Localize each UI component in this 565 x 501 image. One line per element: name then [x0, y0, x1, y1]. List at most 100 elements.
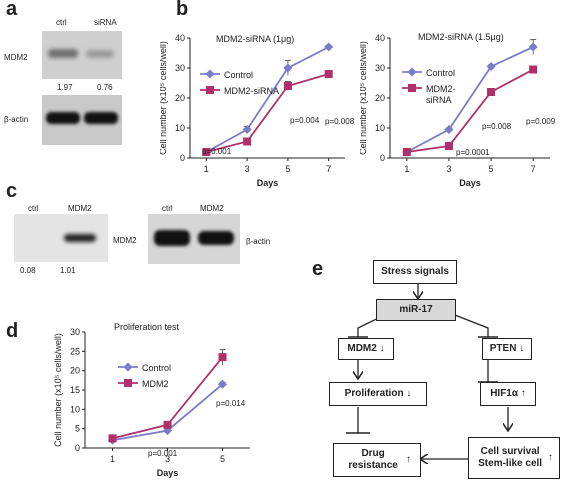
blot-mdm2-c — [14, 214, 108, 262]
y-tick-label: 15 — [70, 385, 80, 395]
value-sirna: 0.76 — [97, 83, 113, 92]
y-tick-label: 5 — [75, 424, 80, 434]
series-line-0 — [406, 46, 534, 153]
chart-title: MDM2-siRNA (1μg) — [216, 34, 294, 44]
legend-label-1: MDM2- — [426, 84, 456, 94]
x-tick-label: 1 — [204, 164, 209, 174]
data-point-1 — [108, 434, 117, 443]
p-value-annotation: p=0.014 — [216, 399, 246, 408]
box-stress-text: Stress signals — [381, 266, 449, 277]
data-point-1 — [283, 82, 292, 90]
y-tick-label: 30 — [70, 327, 80, 337]
y-tick-label: 30 — [375, 63, 385, 73]
blot-mdm2-a — [42, 31, 122, 79]
p-value-annotation: p=0.009 — [526, 117, 556, 126]
y-axis-title: Cell number (x10⁵ cells/well) — [53, 333, 63, 447]
p-value-annotation: p=0.001 — [148, 449, 178, 458]
data-point-1 — [487, 88, 496, 96]
x-tick-label: 1 — [110, 454, 115, 464]
x-tick-label: 3 — [165, 454, 170, 464]
data-point-0 — [242, 125, 252, 134]
chart-d: 0 5 10 15 20 25 30 1 3 5 Days Cell number (x10⁵ cel… — [53, 322, 250, 478]
data-point-1 — [202, 148, 211, 156]
x-tick-label: 3 — [446, 164, 451, 174]
data-point-0 — [528, 42, 538, 52]
blot-actin-c — [148, 214, 240, 264]
x-tick-label: 5 — [489, 164, 494, 174]
legend-marker-0 — [407, 67, 417, 77]
x-tick-label: 1 — [404, 164, 409, 174]
y-tick-label: 10 — [175, 123, 185, 133]
box-mdm2-text: MDM2 — [347, 343, 377, 354]
legend-marker-1 — [206, 86, 214, 94]
y-tick-label: 10 — [70, 404, 80, 414]
series-line-1 — [206, 73, 329, 153]
protein-label-mdm2-c: MDM2 — [113, 236, 137, 245]
box-proliferation: Proliferation ↓ — [329, 382, 427, 406]
value-c-ctrl: 0.08 — [20, 266, 36, 275]
data-point-1 — [218, 353, 227, 362]
protein-label-mdm2: MDM2 — [4, 53, 28, 62]
legend-marker-0 — [123, 362, 133, 372]
data-point-1 — [402, 148, 411, 156]
protein-label-actin-a: β-actin — [4, 115, 29, 124]
x-axis-title: Days — [459, 178, 481, 188]
data-point-1 — [163, 420, 172, 429]
lane-label-sirna: siRNA — [94, 18, 117, 27]
box-mdm2: MDM2 ↓ — [338, 338, 394, 360]
data-point-1 — [529, 65, 538, 74]
box-hif-text: HIF1α — [490, 388, 519, 399]
p-value-annotation: p=0.008 — [325, 117, 355, 126]
arrow-down-icon: ↓ — [379, 343, 385, 354]
y-axis-title: Cell number (x10⁵ cells/well) — [160, 41, 168, 155]
panel-letter-d: d — [6, 320, 19, 342]
arrow-up-icon: ↑ — [547, 452, 553, 463]
box-proliferation-text: Proliferation — [344, 388, 404, 399]
p-value-annotation: p=0.0001 — [456, 148, 490, 157]
box-cell-survival: Cell survival Stem-like cell ↑ — [468, 437, 560, 479]
x-tick-label: 5 — [220, 454, 225, 464]
legend-label-1: siRNA — [426, 95, 452, 105]
panel-letter-b: b — [176, 0, 189, 20]
data-point-0 — [444, 125, 454, 134]
box-mir17-text: miR-17 — [399, 304, 433, 315]
x-tick-label: 5 — [285, 164, 290, 174]
series-line-0 — [205, 46, 330, 153]
legend-marker-1 — [408, 84, 416, 92]
y-tick-label: 30 — [175, 63, 185, 73]
y-tick-label: 20 — [175, 93, 185, 103]
lane-label-c-mdm2: MDM2 — [68, 204, 92, 213]
p-value-annotation: p=0.001 — [202, 147, 232, 156]
x-tick-label: 7 — [531, 164, 536, 174]
box-drug-resistance: Drug resistance ↑ — [333, 443, 421, 477]
legend-label-0: Control — [426, 68, 455, 78]
data-point-0 — [283, 63, 293, 73]
arrow-up-icon: ↑ — [520, 388, 526, 399]
arrow-down-icon: ↓ — [406, 388, 412, 399]
y-tick-label: 40 — [175, 33, 185, 43]
data-point-1 — [324, 70, 333, 78]
legend-label-1: MDM2-siRNA — [224, 86, 279, 96]
y-tick-label: 0 — [75, 443, 80, 453]
panel-letter-a: a — [6, 0, 18, 20]
panel-letter-c: c — [6, 180, 18, 202]
box-pten: PTEN ↓ — [482, 338, 532, 360]
y-tick-label: 10 — [375, 123, 385, 133]
arrow-down-icon: ↓ — [519, 343, 525, 354]
legend-marker-1 — [124, 379, 132, 387]
x-tick-label: 3 — [245, 164, 250, 174]
lane-label-c2-mdm2: MDM2 — [200, 204, 224, 213]
chart-b2: 0 10 20 30 40 1 3 5 7 Days Cell number (x10⁵ cells… — [360, 32, 556, 188]
y-tick-label: 40 — [375, 33, 385, 43]
chart-b1: 0 10 20 30 40 1 3 5 7 Days Cell number (x10⁵ cells… — [160, 33, 355, 188]
legend-label-0: Control — [224, 70, 253, 80]
box-drug-text: Drug resistance — [348, 448, 398, 471]
box-surv-text: Cell survival Stem-like cell — [478, 446, 543, 469]
p-value-annotation: p=0.008 — [482, 122, 512, 131]
data-point-1 — [243, 137, 252, 146]
lane-label-c2-ctrl: ctrl — [162, 204, 173, 213]
chart-title: MDM2-siRNA (1.5μg) — [418, 32, 504, 42]
legend-label-1: MDM2 — [142, 379, 169, 389]
y-axis-title: Cell number (x10⁵ cells/well) — [360, 41, 368, 155]
data-point-0 — [324, 42, 334, 52]
